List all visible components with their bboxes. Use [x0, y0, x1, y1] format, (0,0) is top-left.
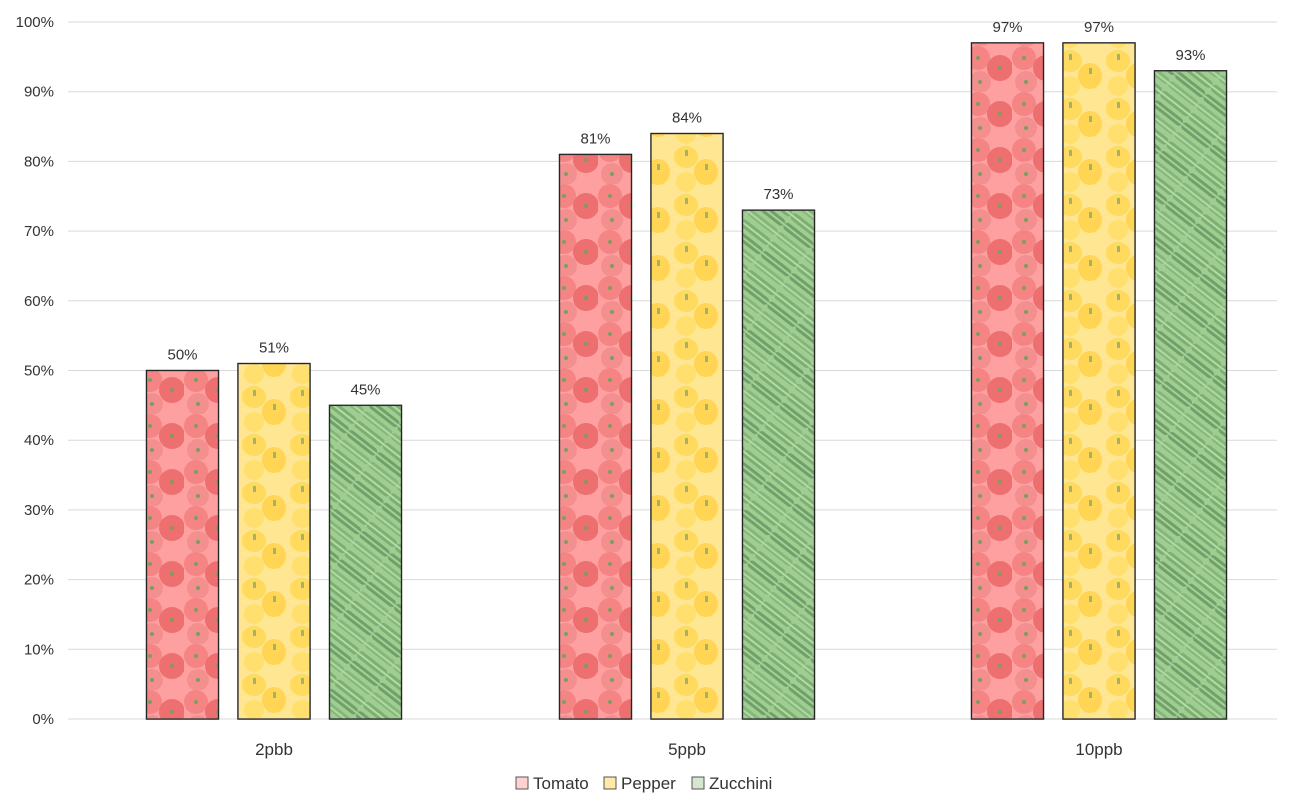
- x-tick-label: 2pbb: [255, 740, 293, 759]
- bar-tomato: [558, 153, 633, 720]
- bar-overlay: [329, 405, 402, 719]
- legend-label: Zucchini: [709, 774, 772, 793]
- data-label: 50%: [167, 347, 197, 364]
- bar-tomato: [970, 42, 1045, 720]
- data-label: 97%: [1084, 19, 1114, 36]
- legend-swatch-tomato: [515, 776, 529, 790]
- y-tick-label: 30%: [24, 502, 54, 519]
- legend-swatch-pepper: [603, 776, 617, 790]
- legend-swatch-zucchini: [691, 776, 705, 790]
- data-label: 51%: [259, 340, 289, 357]
- data-label: 45%: [350, 381, 380, 398]
- bar-tomato: [145, 369, 220, 720]
- data-label: 73%: [763, 186, 793, 203]
- y-tick-label: 40%: [24, 432, 54, 449]
- x-axis-tick-labels: 2pbb 5ppb 10ppb: [255, 740, 1123, 759]
- data-label: 93%: [1175, 47, 1205, 64]
- data-label: 84%: [672, 110, 702, 127]
- y-tick-label: 60%: [24, 293, 54, 310]
- bar-overlay: [971, 42, 1044, 720]
- y-tick-label: 100%: [16, 14, 54, 31]
- y-tick-label: 0%: [32, 711, 54, 728]
- bar-pepper: [650, 132, 724, 720]
- bar-overlay: [1154, 70, 1227, 720]
- legend: Tomato Pepper Zucchini: [515, 774, 772, 793]
- y-tick-label: 80%: [24, 153, 54, 170]
- x-tick-label: 5ppb: [668, 740, 706, 759]
- y-tick-label: 20%: [24, 572, 54, 589]
- data-label: 97%: [992, 19, 1022, 36]
- y-tick-label: 10%: [24, 641, 54, 658]
- bar-overlay: [742, 210, 815, 719]
- y-axis-tick-labels: 0% 10% 20% 30% 40% 50% 60% 70% 80% 90% 100%: [16, 14, 54, 728]
- bar-overlay: [559, 154, 632, 719]
- bar-zucchini: [1153, 70, 1228, 720]
- bar-overlay: [651, 133, 723, 719]
- bar-pepper: [237, 362, 311, 720]
- x-tick-label: 10ppb: [1075, 740, 1122, 759]
- bars: [145, 42, 1228, 720]
- data-labels: 50% 51% 45% 81% 84% 73% 97% 97% 93%: [167, 19, 1205, 398]
- bar-overlay: [146, 370, 219, 719]
- y-tick-label: 50%: [24, 363, 54, 380]
- bar-pepper: [1062, 42, 1136, 720]
- y-tick-label: 70%: [24, 223, 54, 240]
- bar-zucchini: [741, 209, 816, 720]
- data-label: 81%: [580, 130, 610, 147]
- bar-overlay: [1063, 42, 1135, 720]
- legend-label: Tomato: [533, 774, 589, 793]
- y-tick-label: 90%: [24, 84, 54, 101]
- legend-label: Pepper: [621, 774, 676, 793]
- bar-zucchini: [328, 404, 403, 720]
- bar-overlay: [238, 363, 310, 719]
